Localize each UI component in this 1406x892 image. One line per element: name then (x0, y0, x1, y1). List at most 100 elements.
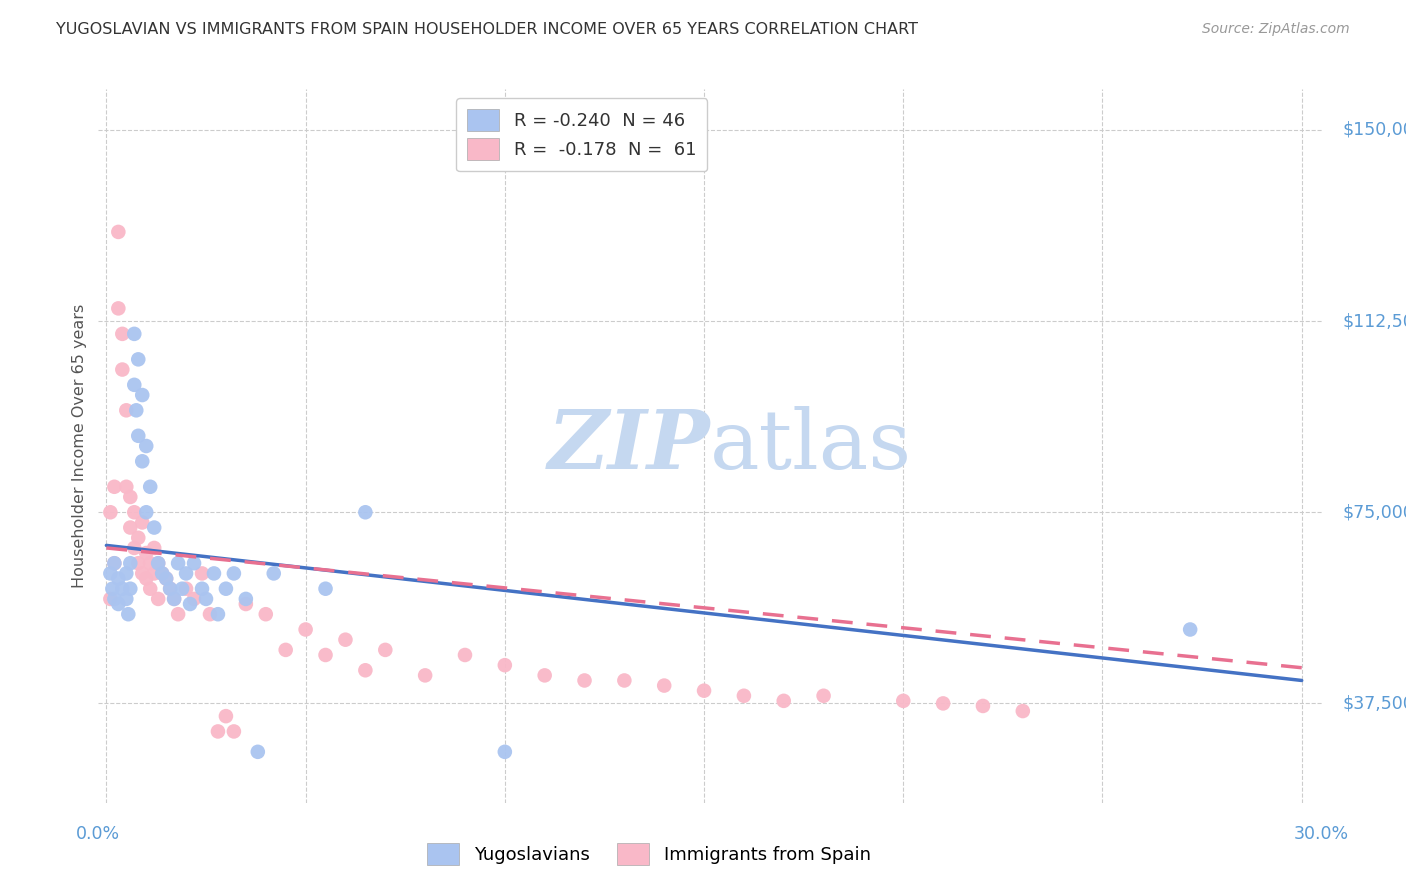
Legend: Yugoslavians, Immigrants from Spain: Yugoslavians, Immigrants from Spain (416, 832, 882, 876)
Point (131, 516, 153, 530)
Point (533, 668, 555, 682)
Point (124, 377, 146, 392)
Point (693, 683, 716, 698)
Point (207, 607, 229, 622)
Point (101, 582, 124, 596)
Point (235, 597, 257, 611)
Point (124, 505, 146, 519)
Point (179, 597, 201, 611)
Point (115, 480, 138, 494)
Point (222, 724, 245, 739)
Point (131, 454, 153, 468)
Point (1178, 623, 1201, 637)
Point (103, 591, 125, 606)
Point (274, 643, 297, 657)
Point (127, 352, 149, 367)
Point (148, 556, 170, 570)
Point (120, 520, 142, 534)
Point (222, 566, 245, 581)
Point (354, 505, 377, 519)
Point (120, 556, 142, 570)
Point (124, 541, 146, 555)
Point (183, 591, 205, 606)
Point (135, 439, 157, 453)
Point (315, 648, 337, 662)
Point (159, 582, 181, 596)
Point (127, 429, 149, 443)
Point (163, 591, 186, 606)
Point (127, 531, 149, 545)
Point (167, 607, 190, 622)
Point (207, 724, 229, 739)
Text: $150,000: $150,000 (1343, 121, 1406, 139)
Point (183, 556, 205, 570)
Point (100, 566, 122, 581)
Point (195, 591, 218, 606)
Point (652, 679, 675, 693)
Point (131, 388, 153, 402)
Text: 0.0%: 0.0% (76, 825, 121, 843)
Point (374, 643, 396, 657)
Point (155, 572, 177, 586)
Point (103, 556, 125, 570)
Point (148, 556, 170, 570)
Point (117, 607, 139, 622)
Point (733, 689, 755, 703)
Point (354, 663, 377, 677)
Text: YUGOSLAVIAN VS IMMIGRANTS FROM SPAIN HOUSEHOLDER INCOME OVER 65 YEARS CORRELATIO: YUGOSLAVIAN VS IMMIGRANTS FROM SPAIN HOU… (56, 22, 918, 37)
Point (120, 490, 142, 504)
Point (135, 546, 157, 560)
Point (139, 556, 162, 570)
Text: 30.0%: 30.0% (1294, 825, 1350, 843)
Point (115, 566, 138, 581)
Text: $75,000: $75,000 (1343, 503, 1406, 521)
Point (174, 582, 197, 596)
Point (494, 658, 516, 673)
Point (115, 591, 138, 606)
Point (613, 673, 636, 688)
Point (150, 566, 173, 581)
Point (294, 623, 316, 637)
Point (143, 566, 166, 581)
Point (413, 668, 436, 682)
Point (813, 689, 835, 703)
Point (143, 520, 166, 534)
Point (574, 673, 596, 688)
Point (111, 362, 134, 376)
Point (103, 556, 125, 570)
Point (191, 582, 214, 596)
Point (107, 572, 129, 586)
Point (932, 697, 955, 711)
Point (135, 505, 157, 519)
Point (111, 582, 134, 596)
Point (163, 591, 186, 606)
Point (315, 582, 337, 596)
Point (107, 225, 129, 239)
Point (100, 591, 122, 606)
Point (235, 591, 257, 606)
Point (1011, 704, 1033, 718)
Point (891, 694, 914, 708)
Point (454, 648, 477, 662)
Point (174, 566, 197, 581)
Point (125, 403, 148, 417)
Point (107, 597, 129, 611)
Point (103, 480, 125, 494)
Point (215, 709, 238, 723)
Point (100, 505, 122, 519)
Point (135, 572, 157, 586)
Point (143, 541, 166, 555)
Point (131, 566, 153, 581)
Text: Source: ZipAtlas.com: Source: ZipAtlas.com (1202, 22, 1350, 37)
Point (139, 582, 162, 596)
Point (215, 582, 238, 596)
Point (107, 301, 129, 316)
Text: ZIP: ZIP (547, 406, 710, 486)
Point (127, 556, 149, 570)
Point (120, 582, 142, 596)
Point (198, 607, 221, 622)
Point (124, 326, 146, 341)
Point (172, 582, 194, 596)
Text: atlas: atlas (710, 406, 912, 486)
Point (139, 480, 162, 494)
